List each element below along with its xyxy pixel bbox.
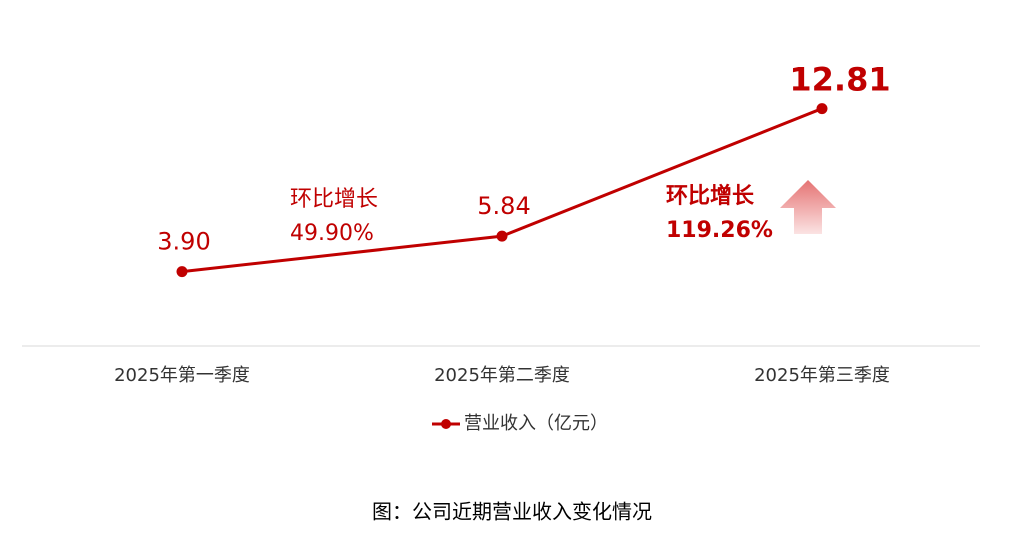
legend-marker [441, 419, 451, 429]
up-arrow-icon [780, 180, 836, 234]
point [816, 103, 828, 115]
annotation-text: 49.90% [290, 221, 374, 246]
legend-label: 营业收入（亿元） [464, 413, 608, 434]
x-tick-label: 2025年第一季度 [114, 365, 250, 386]
annotation-text: 119.26% [666, 218, 773, 243]
x-tick-label: 2025年第三季度 [754, 365, 890, 386]
point [496, 230, 508, 242]
point [176, 266, 188, 278]
annotation-title: 环比增长 [666, 183, 755, 209]
annotation-title: 环比增长 [290, 187, 378, 212]
value-label: 5.84 [477, 192, 530, 220]
x-tick-label: 2025年第二季度 [434, 365, 570, 386]
value-label: 3.90 [157, 228, 210, 256]
value-label: 12.81 [789, 61, 890, 99]
caption: 图：公司近期营业收入变化情况 [372, 500, 652, 524]
